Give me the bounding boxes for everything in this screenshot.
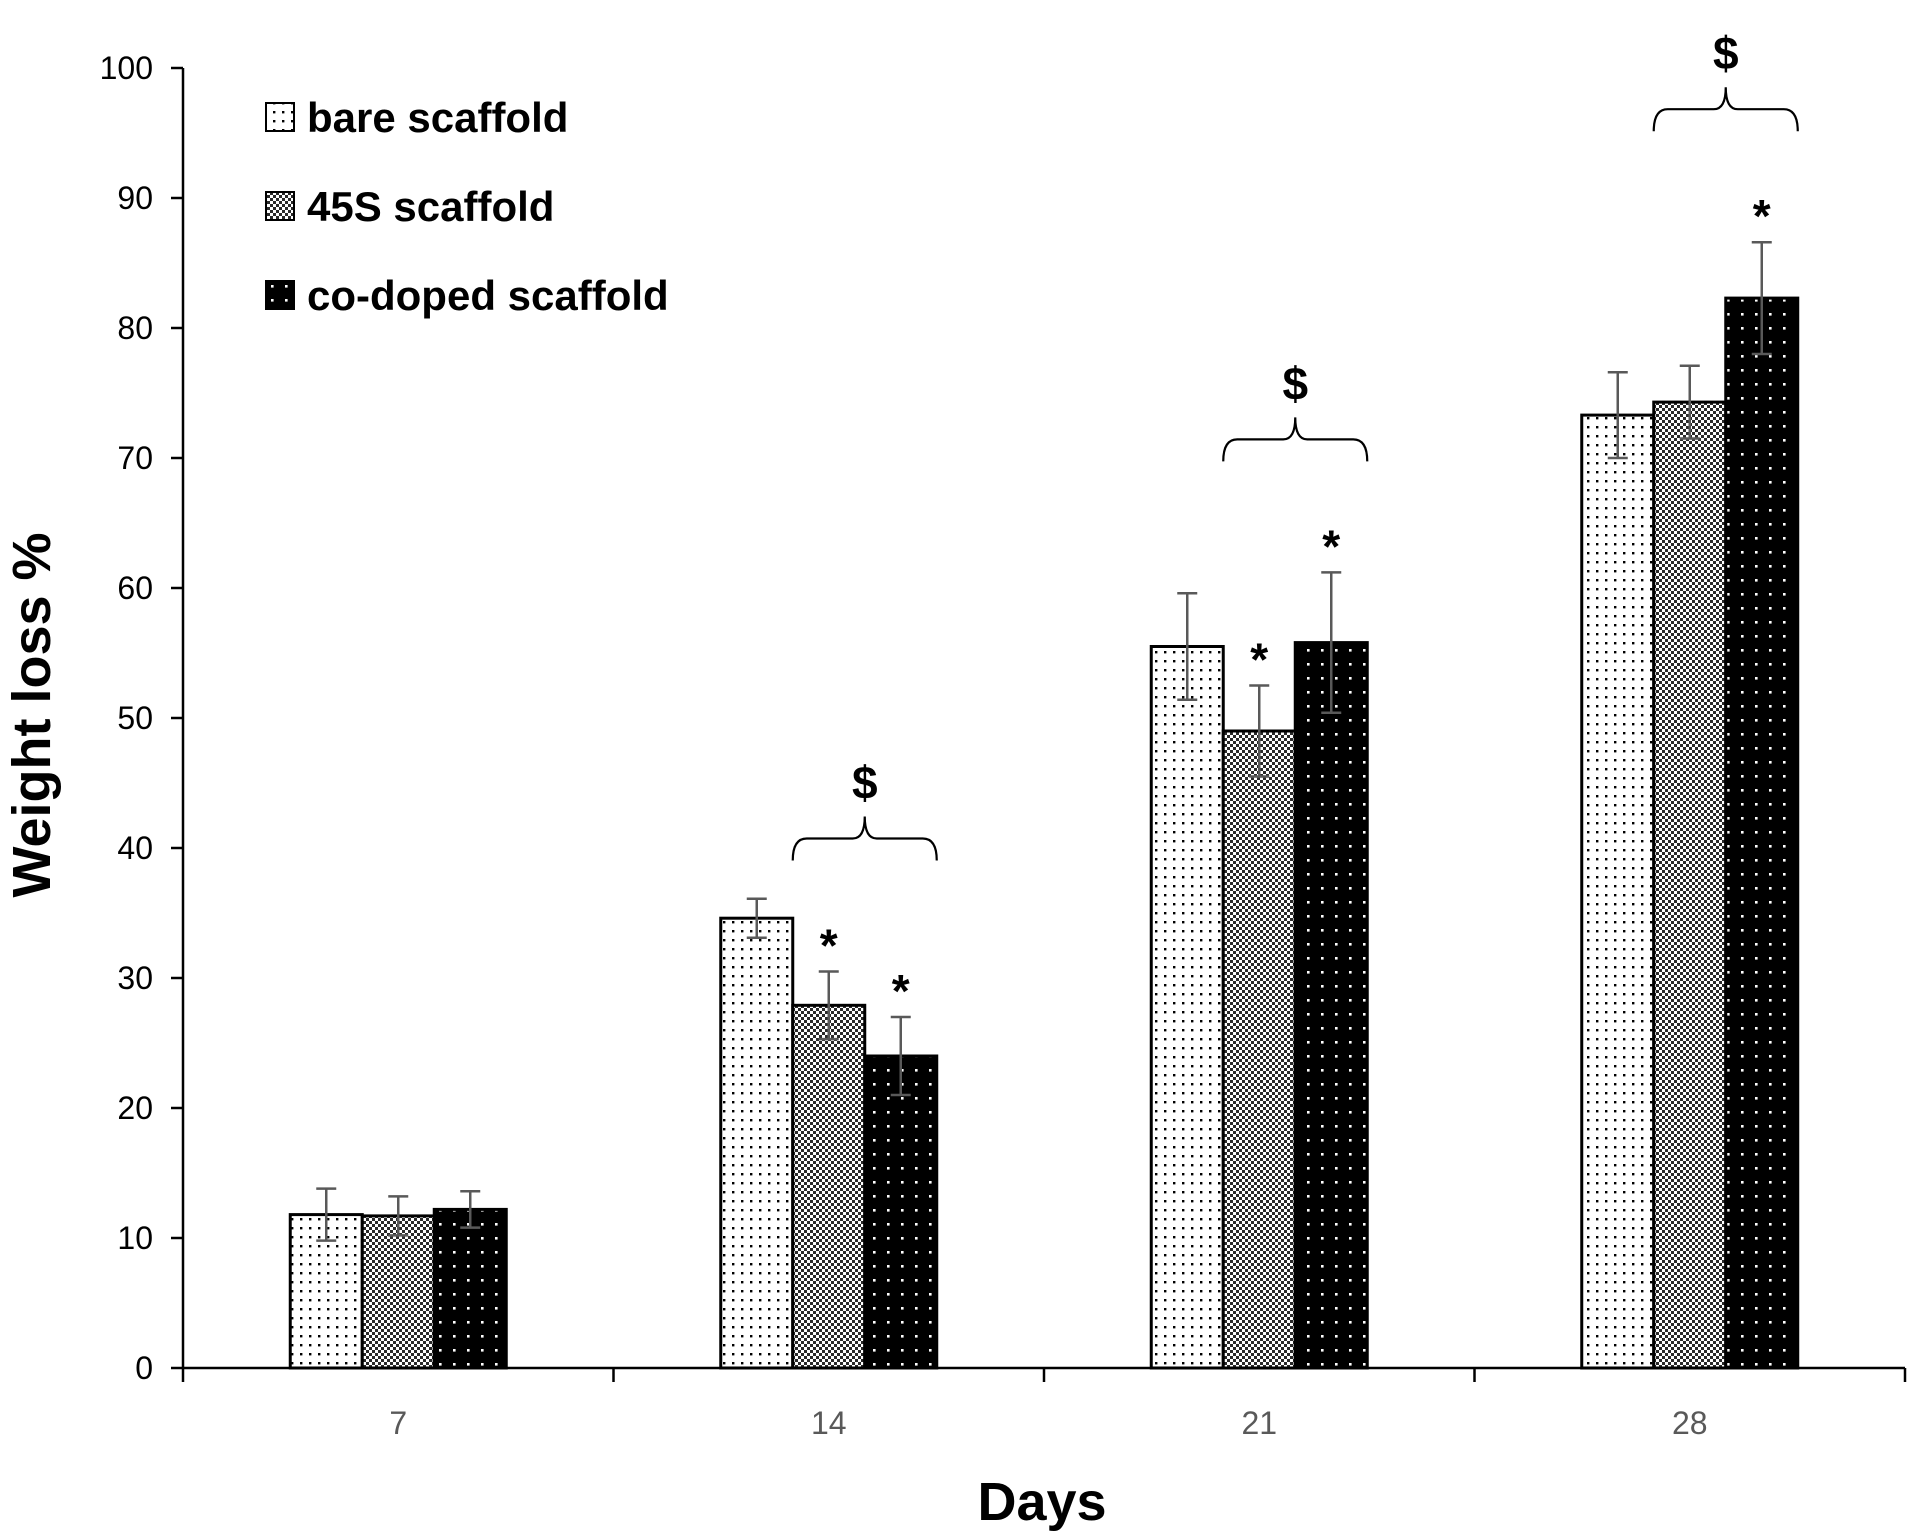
bars-group: [288, 296, 1800, 1370]
legend-item-1: bare scaffold: [265, 94, 568, 141]
x-axis-title: Days: [977, 1472, 1106, 1532]
legend-swatch: [265, 280, 295, 310]
error-bar-1-day-21: [1177, 591, 1198, 702]
error-bar-1-day-14: [746, 897, 767, 939]
y-axis-title: Weight loss %: [2, 532, 62, 897]
legend-label: bare scaffold: [307, 94, 568, 141]
error-bar-3-day-14: [890, 1015, 911, 1097]
legend-item-2: 45S scaffold: [265, 183, 554, 230]
legend: bare scaffold 45S scaffold co-doped scaffo…: [265, 94, 669, 319]
x-tick-label: 14: [811, 1405, 847, 1441]
bar-3-day-7: [432, 1207, 508, 1370]
x-tick-label: 7: [389, 1405, 407, 1441]
significance-star-day-14: *: [820, 920, 838, 972]
y-tick-label: 0: [135, 1350, 153, 1386]
y-tick-label: 100: [100, 50, 153, 86]
error-bar-2-day-28: [1679, 364, 1700, 440]
bar-3-day-14: [863, 1054, 939, 1370]
annotations-group: * * * * * $ $ $: [791, 27, 1799, 1017]
axes-group: 0 10 20 30 40 50 60 70 80 90 100 7 14 21 28: [100, 50, 1907, 1441]
bar-3-day-28: [1724, 296, 1800, 1370]
bar-1-day-28: [1580, 413, 1656, 1370]
significance-star-day-28: *: [1753, 190, 1771, 242]
dollar-annotation: $: [852, 757, 878, 809]
bar-3-day-21: [1293, 641, 1369, 1370]
bar-2-day-21: [1221, 729, 1297, 1370]
y-tick-label: 40: [117, 830, 153, 866]
legend-swatch: [265, 191, 295, 221]
error-bar-2-day-14: [818, 970, 839, 1041]
error-bar-3-day-28: [1751, 240, 1772, 356]
y-tick-label: 90: [117, 180, 153, 216]
error-bar-1-day-7: [316, 1187, 337, 1242]
bracket-day-21: $: [1222, 357, 1369, 462]
y-tick-label: 80: [117, 310, 153, 346]
bar-2-day-7: [360, 1214, 436, 1370]
y-tick-label: 60: [117, 570, 153, 606]
significance-star-day-21: *: [1322, 520, 1340, 572]
bar-1-day-21: [1149, 645, 1225, 1370]
x-tick-label: 28: [1672, 1405, 1708, 1441]
error-bar-2-day-7: [388, 1195, 409, 1237]
bar-2-day-28: [1652, 400, 1728, 1370]
bracket-day-28: $: [1652, 27, 1799, 132]
error-bar-1-day-28: [1607, 370, 1628, 460]
error-bar-3-day-7: [460, 1189, 481, 1229]
bracket-day-14: $: [791, 757, 938, 861]
significance-star-day-21: *: [1250, 634, 1268, 686]
y-tick-label: 50: [117, 700, 153, 736]
legend-swatch: [265, 102, 295, 132]
legend-label: 45S scaffold: [307, 183, 554, 230]
legend-item-3: co-doped scaffold: [265, 272, 669, 319]
error-bar-2-day-21: [1249, 684, 1270, 778]
bar-2-day-14: [791, 1003, 867, 1370]
y-tick-label: 30: [117, 960, 153, 996]
curly-bracket: [1222, 417, 1369, 462]
dollar-annotation: $: [1713, 27, 1739, 79]
curly-bracket: [791, 816, 938, 861]
legend-label: co-doped scaffold: [307, 272, 669, 319]
bar-1-day-14: [719, 916, 795, 1370]
dollar-annotation: $: [1282, 357, 1308, 409]
y-tick-label: 10: [117, 1220, 153, 1256]
error-bar-3-day-21: [1321, 571, 1342, 715]
error-bars-group: [316, 240, 1772, 1242]
y-tick-label: 70: [117, 440, 153, 476]
x-tick-label: 21: [1241, 1405, 1277, 1441]
significance-star-day-14: *: [892, 965, 910, 1017]
curly-bracket: [1652, 87, 1799, 132]
y-tick-label: 20: [117, 1090, 153, 1126]
